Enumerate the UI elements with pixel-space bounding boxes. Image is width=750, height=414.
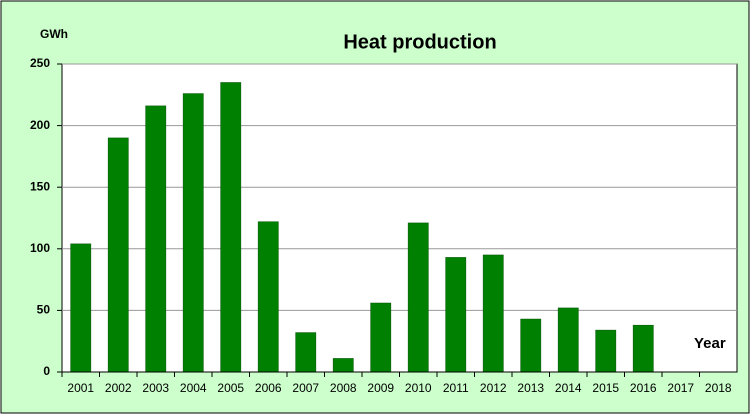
- x-tick-label: 2014: [555, 381, 582, 395]
- bar: [557, 307, 579, 373]
- x-tick-label: 2005: [217, 381, 244, 395]
- bar: [482, 254, 504, 373]
- y-tick-label: 250: [30, 56, 50, 70]
- y-axis-label: GWh: [40, 27, 68, 41]
- bar: [145, 105, 167, 373]
- chart-title: Heat production: [343, 31, 496, 53]
- bar: [370, 302, 392, 373]
- y-tick-label: 200: [30, 118, 50, 132]
- x-tick-label: 2011: [443, 381, 469, 395]
- bar: [520, 318, 542, 373]
- x-tick-label: 2018: [705, 381, 732, 395]
- bar: [595, 329, 617, 373]
- y-tick-label: 150: [30, 179, 50, 193]
- bar: [407, 222, 429, 373]
- x-tick-label: 2017: [667, 381, 694, 395]
- x-tick-label: 2003: [142, 381, 169, 395]
- x-tick-label: 2002: [105, 381, 132, 395]
- x-tick-label: 2009: [367, 381, 394, 395]
- bar: [632, 324, 654, 373]
- x-tick-label: 2008: [330, 381, 357, 395]
- x-tick-label: 2015: [592, 381, 619, 395]
- x-tick-label: 2016: [630, 381, 657, 395]
- bar: [445, 257, 467, 373]
- x-tick-label: 2001: [67, 381, 94, 395]
- x-tick-label: 2004: [180, 381, 207, 395]
- bar: [257, 221, 279, 373]
- x-axis-label: Year: [694, 335, 726, 352]
- bar: [220, 82, 242, 373]
- y-tick-label: 100: [30, 241, 50, 255]
- x-tick-label: 2013: [517, 381, 544, 395]
- bar: [295, 332, 317, 373]
- bar: [107, 137, 129, 373]
- bar: [182, 93, 204, 373]
- plot-area: [61, 63, 738, 373]
- bar: [332, 358, 354, 373]
- x-tick-label: 2012: [480, 381, 507, 395]
- bar: [70, 243, 92, 373]
- x-tick-label: 2006: [255, 381, 282, 395]
- y-tick-label: 50: [37, 303, 51, 317]
- x-tick-label: 2010: [405, 381, 432, 395]
- x-tick-label: 2007: [292, 381, 319, 395]
- y-tick-label: 0: [43, 364, 50, 378]
